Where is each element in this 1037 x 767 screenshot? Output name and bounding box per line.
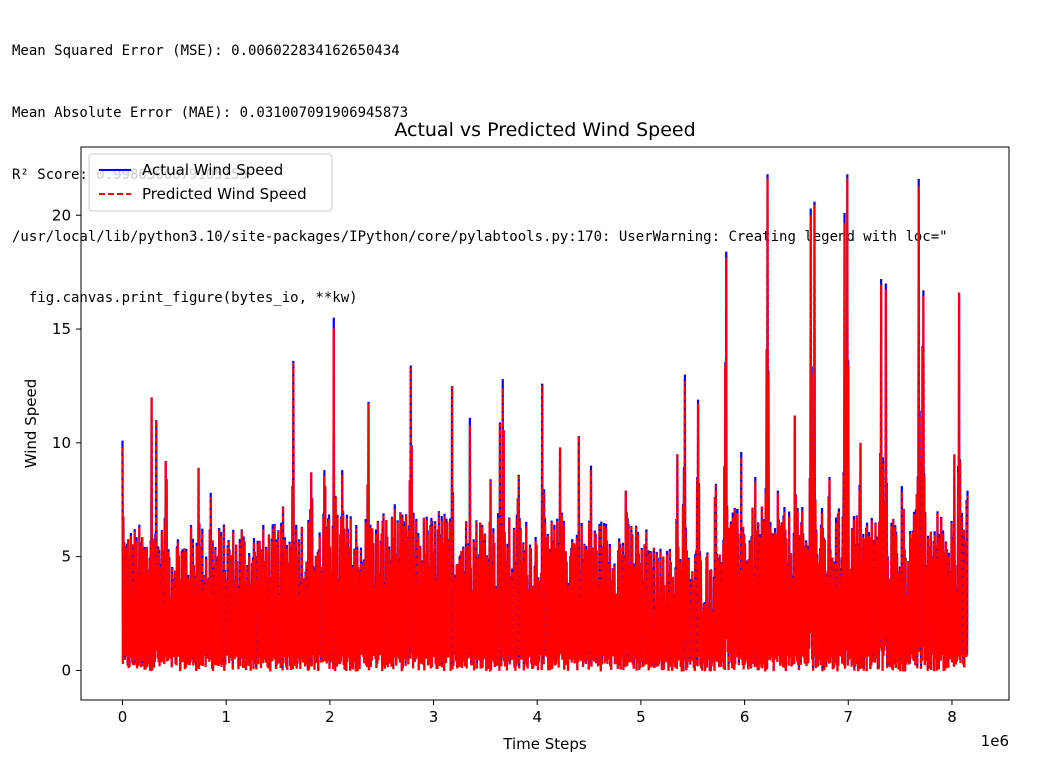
legend-label-predicted: Predicted Wind Speed: [142, 185, 307, 203]
x-tick-label: 3: [429, 708, 439, 726]
x-tick-label: 7: [844, 708, 854, 726]
line-chart: Actual vs Predicted Wind Speed 0 1 2 3 4 5 6 7 8…: [22, 119, 1010, 753]
chart-figure: Actual vs Predicted Wind Speed 0 1 2 3 4 5 6 7 8…: [0, 108, 1037, 763]
plot-area: [121, 174, 969, 672]
x-tick-label: 5: [636, 708, 646, 726]
y-tick-label: 5: [61, 548, 71, 566]
legend-box: [88, 153, 333, 212]
x-tick-label: 0: [118, 708, 128, 726]
y-axis-label: Wind Speed: [22, 379, 40, 469]
traceback-line: fig.canvas.print_figure(bytes_io, **kw): [12, 290, 358, 307]
x-axis-offset-label: 1e6: [981, 732, 1009, 750]
x-axis-ticks: 0 1 2 3 4 5 6 7 8: [118, 700, 957, 726]
x-tick-label: 4: [532, 708, 542, 726]
x-axis-label: Time Steps: [502, 735, 587, 753]
y-axis-ticks: 0 5 10 15 20: [52, 206, 81, 679]
mae-line: Mean Absolute Error (MAE): 0.03100709190…: [12, 104, 409, 121]
x-tick-label: 1: [221, 708, 231, 726]
axes-frame: [80, 146, 1010, 701]
x-tick-label: 6: [740, 708, 750, 726]
cell-output: Mean Squared Error (MSE): 0.006022834162…: [12, 0, 1037, 330]
warning-line: /usr/local/lib/python3.10/site-packages/…: [12, 228, 948, 245]
series-predicted-wind-speed: [121, 178, 969, 672]
mse-line: Mean Squared Error (MSE): 0.006022834162…: [12, 43, 400, 60]
y-tick-label: 20: [52, 206, 71, 224]
x-tick-label: 2: [325, 708, 335, 726]
chart-title: Actual vs Predicted Wind Speed: [394, 119, 695, 141]
x-tick-label: 8: [947, 708, 957, 726]
y-tick-label: 10: [52, 434, 71, 452]
chart-legend: Actual Wind Speed Predicted Wind Speed: [88, 153, 333, 212]
legend-label-actual: Actual Wind Speed: [142, 161, 283, 179]
y-tick-label: 15: [52, 320, 71, 338]
y-tick-label: 0: [61, 661, 71, 679]
